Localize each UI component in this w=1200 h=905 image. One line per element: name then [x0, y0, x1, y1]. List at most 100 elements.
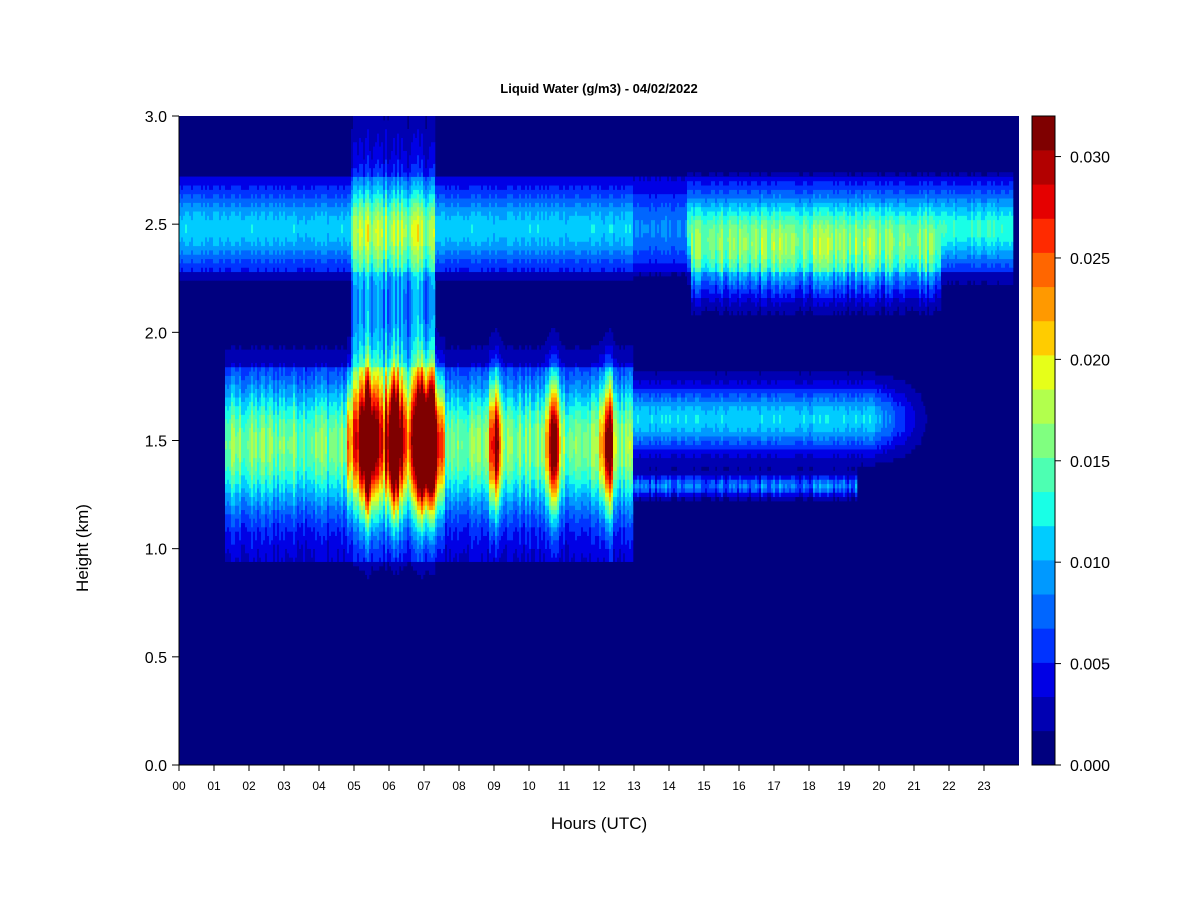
heatmap-cell [527, 176, 530, 190]
heatmap-cell [239, 405, 242, 415]
heatmap-cell [313, 479, 316, 489]
heatmap-cell [381, 185, 384, 195]
heatmap-cell [227, 189, 230, 199]
heatmap-cell [433, 509, 436, 515]
heatmap-cell [277, 544, 280, 562]
heatmap-cell [531, 462, 534, 480]
heatmap-cell [307, 176, 310, 190]
heatmap-cell [437, 496, 440, 502]
heatmap-cell [285, 198, 288, 208]
heatmap-cell [455, 250, 458, 260]
heatmap-cell [469, 241, 472, 251]
heatmap-cell [421, 349, 424, 355]
heatmap-cell [407, 258, 410, 268]
heatmap-cell [441, 254, 444, 264]
heatmap-cell [509, 263, 512, 273]
heatmap-cell [347, 496, 350, 506]
heatmap-cell [225, 215, 228, 242]
heatmap-cell [247, 267, 250, 273]
heatmap-cell [427, 375, 430, 381]
heatmap-cell [465, 479, 468, 493]
heatmap-cell [501, 271, 504, 281]
heatmap-cell [371, 379, 374, 385]
heatmap-cell [481, 349, 484, 368]
heatmap-cell [255, 540, 258, 562]
heatmap-cell [383, 501, 386, 506]
heatmap-cell [219, 237, 222, 251]
heatmap-cell [259, 241, 262, 251]
heatmap-cell [347, 410, 350, 415]
heatmap-cell [487, 219, 490, 238]
heatmap-cell [335, 271, 338, 281]
heatmap-cell [375, 366, 378, 372]
heatmap-cell [491, 544, 494, 562]
heatmap-cell [507, 397, 510, 407]
heatmap-cell [359, 176, 362, 186]
heatmap-cell [461, 440, 464, 450]
heatmap-cell [273, 176, 276, 190]
heatmap-cell [301, 496, 304, 511]
heatmap-cell [231, 401, 234, 415]
heatmap-cell [527, 189, 530, 199]
heatmap-cell [265, 366, 268, 376]
heatmap-cell [265, 514, 268, 528]
heatmap-cell [459, 470, 462, 485]
heatmap-cell [439, 492, 442, 502]
heatmap-cell [391, 501, 394, 506]
heatmap-cell [467, 401, 470, 415]
heatmap-cell [395, 366, 398, 372]
heatmap-cell [417, 531, 420, 541]
heatmap-cell [357, 505, 360, 515]
heatmap-cell [275, 479, 278, 489]
heatmap-cell [389, 505, 392, 511]
heatmap-cell [327, 366, 330, 385]
heatmap-cell [307, 267, 310, 273]
heatmap-cell [355, 167, 358, 177]
heatmap-cell [293, 211, 296, 225]
heatmap-cell [351, 509, 354, 519]
heatmap-cell [471, 479, 474, 489]
heatmap-cell [511, 211, 514, 247]
heatmap-cell [415, 137, 418, 164]
heatmap-cell [411, 176, 414, 186]
heatmap-cell [521, 176, 524, 190]
heatmap-cell [245, 397, 248, 411]
heatmap-cell [537, 254, 540, 264]
heatmap-cell [415, 254, 418, 264]
heatmap-cell [415, 116, 418, 138]
heatmap-cell [451, 379, 454, 389]
heatmap-cell [365, 202, 368, 212]
heatmap-cell [361, 185, 364, 195]
heatmap-cell [373, 219, 376, 247]
heatmap-cell [285, 250, 288, 260]
heatmap-cell [371, 531, 374, 541]
heatmap-cell [537, 410, 540, 424]
heatmap-cell [381, 263, 384, 273]
heatmap-cell [257, 271, 260, 281]
heatmap-cell [247, 440, 250, 450]
heatmap-cell [377, 418, 380, 459]
heatmap-cell [431, 561, 434, 575]
heatmap-cell [237, 518, 240, 532]
heatmap-cell [237, 176, 240, 186]
heatmap-cell [393, 371, 396, 376]
heatmap-cell [447, 241, 450, 251]
heatmap-cell [239, 362, 242, 368]
heatmap-cell [379, 531, 382, 541]
heatmap-cell [279, 388, 282, 398]
heatmap-cell [313, 527, 316, 549]
heatmap-cell [399, 176, 402, 186]
heatmap-cell [513, 531, 516, 554]
heatmap-cell [363, 405, 366, 411]
heatmap-cell [315, 176, 318, 186]
heatmap-cell [473, 362, 476, 368]
heatmap-cell [275, 185, 278, 199]
heatmap-cell [489, 505, 492, 515]
heatmap-cell [355, 284, 358, 333]
heatmap-cell [363, 366, 366, 376]
heatmap-cell [421, 535, 424, 545]
heatmap-cell [461, 505, 464, 515]
heatmap-cell [295, 241, 298, 251]
heatmap-cell [381, 289, 384, 329]
heatmap-cell [277, 379, 280, 394]
